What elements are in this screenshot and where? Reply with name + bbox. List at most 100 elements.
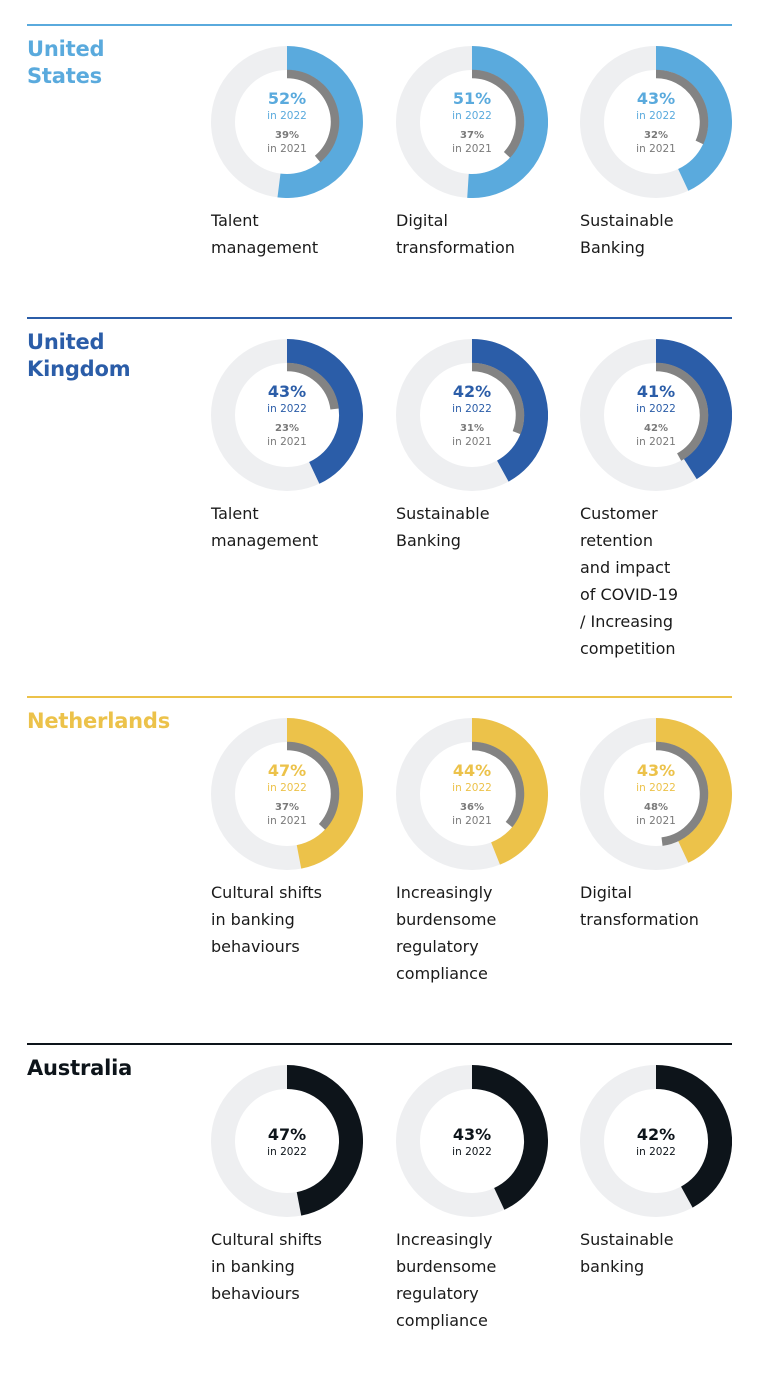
topic-label-line: Customer xyxy=(580,504,658,523)
topic-label-line: compliance xyxy=(396,1311,488,1330)
value-2022-label: 41% xyxy=(637,382,675,401)
country-title-line: Netherlands xyxy=(27,709,171,733)
arc-2021 xyxy=(286,741,340,830)
topic-label-line: Talent xyxy=(211,211,259,230)
year-2021-label: in 2021 xyxy=(267,143,307,155)
topic-label-line: banking xyxy=(580,1257,645,1276)
country-title: Australia xyxy=(27,1055,132,1082)
country-title-line: Kingdom xyxy=(27,357,131,381)
topic-label-line: Sustainable xyxy=(580,211,674,230)
year-2021-label: in 2021 xyxy=(452,143,492,155)
topic-label: Sustainable Banking xyxy=(396,500,566,554)
donut-chart: 41% in 2022 42% in 2021 xyxy=(580,339,732,491)
donut-chart: 43% in 2022 23% in 2021 xyxy=(211,339,363,491)
arc-2021 xyxy=(655,69,709,145)
topic-label-line: Cultural shifts xyxy=(211,1230,322,1249)
value-2022-label: 47% xyxy=(268,761,306,780)
value-2022-label: 42% xyxy=(453,382,491,401)
topic-label-line: behaviours xyxy=(211,937,300,956)
topic-label: Sustainable banking xyxy=(580,1226,750,1280)
arc-2022 xyxy=(467,46,548,198)
year-2021-label: in 2021 xyxy=(636,815,676,827)
section-divider xyxy=(27,1043,732,1045)
country-title-line: United xyxy=(27,330,105,354)
year-2022-label: in 2022 xyxy=(267,782,307,794)
arc-2022 xyxy=(655,718,732,863)
topic-label-line: Digital xyxy=(396,211,448,230)
topic-label-line: Increasingly xyxy=(396,1230,493,1249)
donut-chart: 47% in 2022 37% in 2021 xyxy=(211,718,363,870)
year-2021-label: in 2021 xyxy=(636,143,676,155)
topic-label-line: management xyxy=(211,238,319,257)
topic-label-line: / Increasing xyxy=(580,612,674,631)
topic-label: Digital transformation xyxy=(580,879,750,933)
topic-label: Talent management xyxy=(211,500,381,554)
value-2021-label: 39% xyxy=(275,130,299,141)
topic-label-line: Banking xyxy=(580,238,645,257)
year-2022-label: in 2022 xyxy=(452,403,492,415)
topic-label: Talent management xyxy=(211,207,381,261)
topic-label-line: in banking xyxy=(211,1257,295,1276)
topic-label-line: in banking xyxy=(211,910,295,929)
value-2021-label: 37% xyxy=(460,130,484,141)
topic-label-line: Sustainable xyxy=(396,504,490,523)
topic-label-line: Talent xyxy=(211,504,259,523)
topic-label-line: Sustainable xyxy=(580,1230,674,1249)
topic-label-line: competition xyxy=(580,639,676,658)
value-2021-label: 37% xyxy=(275,802,299,813)
year-2022-label: in 2022 xyxy=(636,782,676,794)
topic-label: Digital transformation xyxy=(396,207,566,261)
donut-chart: 43% in 2022 32% in 2021 xyxy=(580,46,732,198)
arc-2021 xyxy=(471,69,525,158)
section-divider xyxy=(27,317,732,319)
year-2021-label: in 2021 xyxy=(267,436,307,448)
country-title: United Kingdom xyxy=(27,329,131,383)
donut-chart: 47% in 2022 xyxy=(211,1065,363,1217)
year-2022-label: in 2022 xyxy=(452,782,492,794)
topic-label-line: transformation xyxy=(396,238,515,257)
arc-2022 xyxy=(655,1065,732,1208)
arc-2021 xyxy=(655,362,709,461)
arc-2021 xyxy=(471,362,525,435)
donut-chart: 51% in 2022 37% in 2021 xyxy=(396,46,548,198)
arc-2022 xyxy=(471,339,548,482)
topic-label: Cultural shifts in banking behaviours xyxy=(211,1226,381,1307)
arc-2021 xyxy=(286,362,339,410)
topic-label: Customer retention and impact of COVID-19 / … xyxy=(580,500,750,662)
year-2022-label: in 2022 xyxy=(267,110,307,122)
topic-label-line: Cultural shifts xyxy=(211,883,322,902)
country-title: United States xyxy=(27,36,105,90)
value-2022-label: 44% xyxy=(453,761,491,780)
value-2021-label: 48% xyxy=(644,802,668,813)
year-2022-label: in 2022 xyxy=(452,1146,492,1158)
topic-label-line: Increasingly xyxy=(396,883,493,902)
arc-2021 xyxy=(655,741,709,846)
arc-2022 xyxy=(471,1065,548,1210)
value-2021-label: 36% xyxy=(460,802,484,813)
country-title-line: States xyxy=(27,64,102,88)
topic-label-line: regulatory xyxy=(396,937,479,956)
value-2021-label: 31% xyxy=(460,423,484,434)
topic-label-line: Digital xyxy=(580,883,632,902)
arc-2022 xyxy=(286,339,363,484)
arc-2022 xyxy=(277,46,363,198)
topic-label: Increasingly burdensome regulatory complian… xyxy=(396,879,566,987)
value-2021-label: 23% xyxy=(275,423,299,434)
topic-label: Cultural shifts in banking behaviours xyxy=(211,879,381,960)
arc-2022 xyxy=(286,718,363,869)
country-title-line: United xyxy=(27,37,105,61)
arc-2021 xyxy=(471,741,525,828)
section-divider xyxy=(27,696,732,698)
topic-label-line: burdensome xyxy=(396,1257,497,1276)
year-2022-label: in 2022 xyxy=(636,110,676,122)
value-2022-label: 43% xyxy=(268,382,306,401)
country-title-line: Australia xyxy=(27,1056,133,1080)
value-2022-label: 47% xyxy=(268,1125,306,1144)
topic-label-line: regulatory xyxy=(396,1284,479,1303)
value-2022-label: 43% xyxy=(637,89,675,108)
arc-2022 xyxy=(286,1065,363,1216)
topic-label-line: burdensome xyxy=(396,910,497,929)
year-2021-label: in 2021 xyxy=(636,436,676,448)
topic-label-line: retention xyxy=(580,531,653,550)
topic-label-line: of COVID-19 xyxy=(580,585,679,604)
